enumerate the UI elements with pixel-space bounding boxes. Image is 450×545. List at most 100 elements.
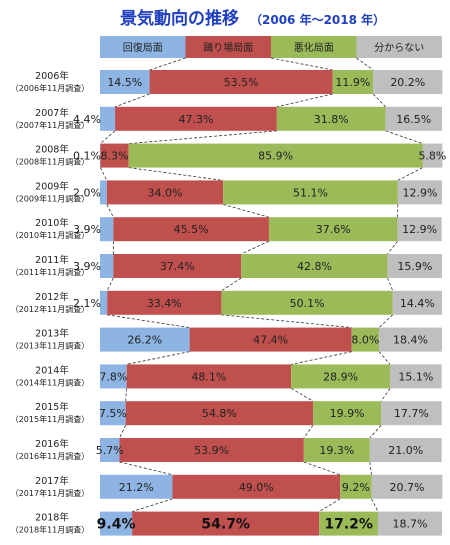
- bar-segment-unknown: [379, 327, 442, 352]
- data-label: 12.9%: [402, 186, 437, 199]
- connector-line: [99, 167, 108, 181]
- bar-segment-plateau: [113, 254, 242, 278]
- bar-segment-unknown: [390, 364, 442, 389]
- data-label: 5.7%: [96, 444, 124, 457]
- data-label: 50.1%: [290, 297, 325, 310]
- row-survey-label: （2014年11月調査）: [11, 377, 90, 387]
- row-survey-label: （2012年11月調査）: [11, 304, 90, 314]
- connector-line: [319, 498, 341, 512]
- bar-segment-worsening: [332, 70, 374, 94]
- row-survey-label: （2018年11月調査）: [11, 525, 90, 535]
- bar-row: 9.4% 54.7% 17.2% 18.7%: [97, 511, 442, 536]
- connector-line: [369, 424, 382, 439]
- data-label: 20.7%: [389, 481, 424, 494]
- bar-segment-worsening: [303, 438, 370, 462]
- bar-segment-unknown: [392, 290, 442, 315]
- connector-line: [241, 240, 270, 255]
- data-label: 18.4%: [393, 334, 428, 347]
- data-label: 2.1%: [73, 297, 101, 310]
- connector-line: [291, 351, 352, 365]
- data-label: 18.7%: [393, 518, 428, 531]
- legend-label-worsening: 悪化局面: [294, 41, 334, 54]
- bar-segment-recovery: [100, 217, 114, 242]
- bar-segment-unknown: [397, 180, 442, 205]
- connector-line: [303, 424, 314, 439]
- bar-segment-recovery: [100, 106, 116, 131]
- connector-line: [106, 204, 114, 218]
- legend-swatch-unknown: [356, 36, 442, 58]
- bar-row: 26.2% 47.4% 8.0% 18.4%: [100, 327, 442, 352]
- row-survey-label: （2013年11月調査）: [11, 341, 90, 351]
- bar-segment-plateau: [115, 106, 277, 131]
- data-label: 15.1%: [398, 370, 433, 383]
- data-label: 51.1%: [293, 186, 328, 199]
- connector-line: [378, 314, 394, 328]
- bar-row: 14.5% 53.5% 11.9% 20.2%: [100, 70, 443, 94]
- bar-segment-plateau: [149, 70, 333, 94]
- connector-line: [221, 314, 352, 328]
- row-survey-label: （2010年11月調査）: [11, 230, 90, 240]
- data-label: 21.2%: [119, 481, 154, 494]
- data-label: 19.9%: [330, 407, 365, 420]
- data-label: 26.2%: [127, 334, 162, 347]
- row-survey-label: （2017年11月調査）: [11, 488, 90, 498]
- data-label: 8.0%: [351, 334, 379, 347]
- data-label: 21.0%: [388, 444, 423, 457]
- bar-row: 2.1% 33.4% 50.1% 14.4%: [73, 290, 442, 315]
- bar-segment-worsening: [268, 217, 398, 242]
- row-year-label: 2015年: [35, 401, 69, 413]
- connector-line: [369, 461, 372, 475]
- bar-segment-plateau: [126, 364, 292, 389]
- data-label: 28.9%: [323, 370, 358, 383]
- connector-line: [119, 425, 127, 439]
- connector-line: [100, 130, 116, 144]
- row-year-label: 2008年: [35, 144, 69, 156]
- data-label: 48.1%: [191, 370, 226, 383]
- bar-segment-plateau: [100, 143, 129, 168]
- bar-segment-worsening: [223, 180, 398, 205]
- data-label: 9.4%: [97, 517, 136, 533]
- row-labels: 2006年（2006年11月調査）2007年（2007年11月調査）2008年（…: [11, 70, 90, 535]
- connector-line: [223, 204, 270, 218]
- connector-line: [270, 57, 333, 71]
- connector-line: [397, 167, 423, 181]
- legend-label-plateau: 踊り場局面: [203, 41, 253, 54]
- bar-segment-plateau: [106, 180, 224, 205]
- bar-segment-recovery: [100, 290, 108, 315]
- bar-segment-recovery: [100, 438, 120, 462]
- bar-row: 3.9% 45.5% 37.6% 12.9%: [73, 217, 442, 242]
- data-label: 8.3%: [101, 150, 129, 163]
- row-year-label: 2010年: [35, 217, 69, 229]
- row-year-label: 2006年: [35, 70, 69, 82]
- row-survey-label: （2007年11月調査）: [11, 120, 90, 130]
- chart-title: 景気動向の推移: [120, 8, 239, 29]
- row-year-label: 2014年: [35, 364, 69, 376]
- bar-row: 21.2% 49.0% 9.2% 20.7%: [100, 474, 443, 499]
- connector-line: [356, 57, 374, 71]
- legend-swatch-worsening: [271, 36, 357, 58]
- legend: 回復局面 踊り場局面 悪化局面 分からない: [100, 36, 442, 58]
- chart-subtitle: （2006 年〜2018 年）: [250, 12, 385, 27]
- data-label: 9.2%: [342, 481, 370, 494]
- connector-line: [128, 130, 277, 144]
- data-label: 54.8%: [202, 407, 237, 420]
- data-label: 16.5%: [396, 113, 431, 126]
- row-survey-label: （2009年11月調査）: [11, 193, 90, 203]
- bar-segment-unknown: [378, 511, 442, 536]
- data-label: 54.7%: [201, 517, 250, 533]
- data-label: 2.0%: [73, 186, 101, 199]
- legend-label-unknown: 分からない: [374, 42, 424, 54]
- connector-line: [149, 57, 186, 71]
- connector-line: [380, 388, 391, 402]
- row-survey-label: （2011年11月調査）: [11, 267, 90, 277]
- bar-segment-recovery: [100, 474, 173, 499]
- data-label: 17.2%: [324, 517, 373, 533]
- bar-segment-worsening: [319, 511, 379, 536]
- row-year-label: 2007年: [35, 107, 69, 119]
- data-label: 47.4%: [253, 334, 288, 347]
- bar-segment-plateau: [119, 438, 304, 462]
- legend-label-recovery: 回復局面: [123, 41, 163, 54]
- data-label: 53.5%: [224, 76, 259, 89]
- bar-segment-worsening: [128, 143, 423, 168]
- bar-segment-unknown: [373, 70, 443, 94]
